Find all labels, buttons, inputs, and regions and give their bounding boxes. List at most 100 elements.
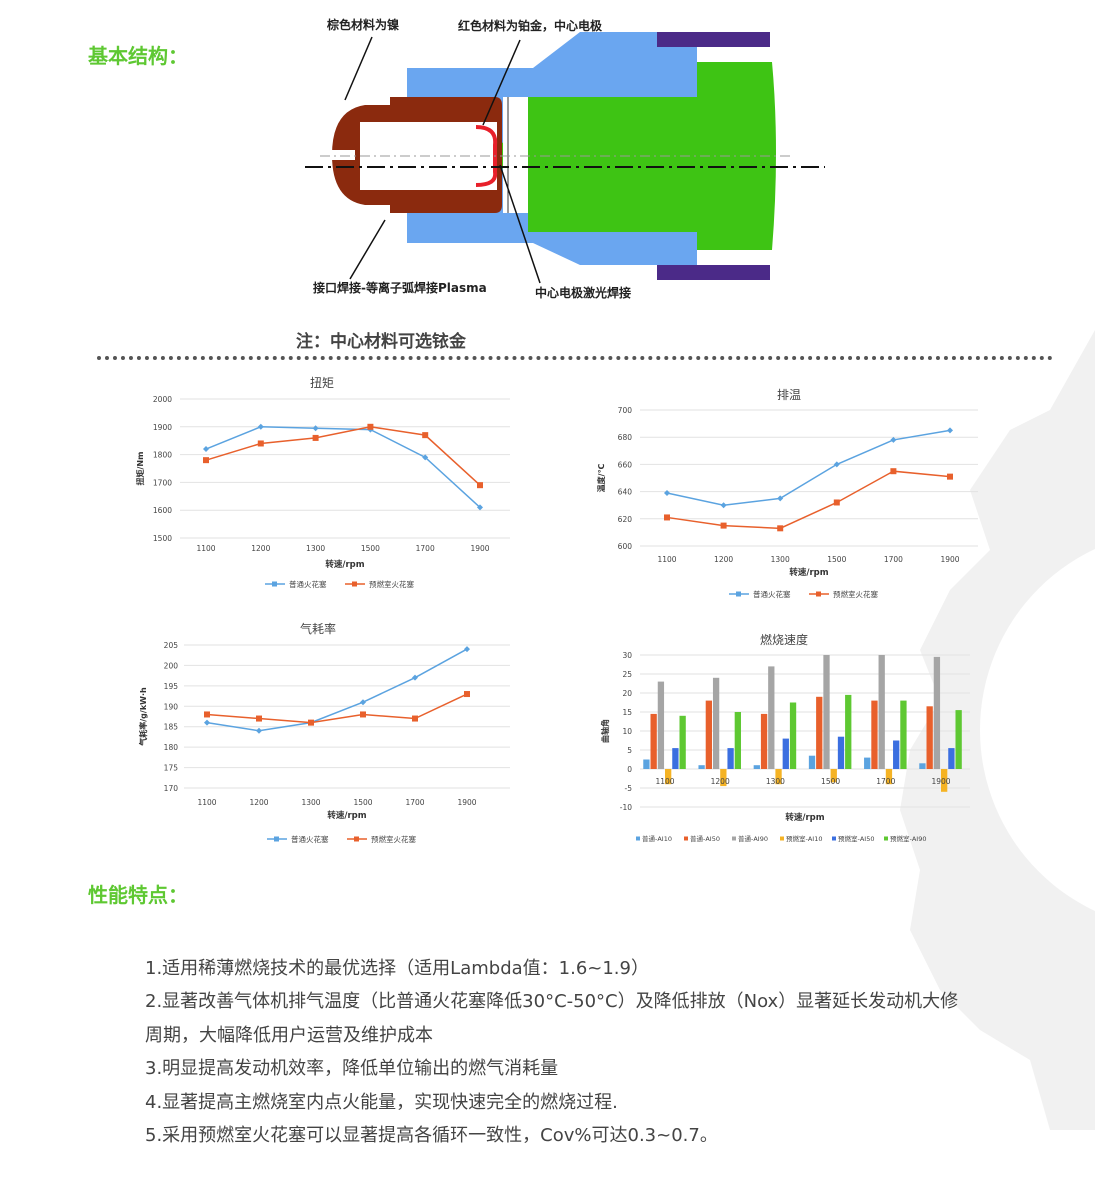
dotted-divider bbox=[97, 356, 1053, 360]
feature-list: 1.适用稀薄燃烧技术的最优选择（适用Lambda值：1.6~1.9） 2.显著改… bbox=[145, 952, 1025, 1152]
series-line bbox=[206, 693, 468, 724]
platinum-electrode bbox=[475, 125, 498, 187]
data-point bbox=[412, 674, 418, 681]
x-tick-label: 1100 bbox=[655, 777, 674, 786]
bar bbox=[650, 713, 657, 769]
legend-swatch bbox=[832, 836, 836, 841]
legend-label: 普通-AI10 bbox=[642, 834, 672, 843]
chart-title: 气耗率 bbox=[300, 621, 336, 636]
legend-label: 预燃室火花塞 bbox=[371, 834, 416, 844]
bar bbox=[760, 713, 768, 769]
y-tick-label: 1800 bbox=[153, 451, 172, 460]
y-tick-label: 200 bbox=[164, 661, 179, 670]
center-core bbox=[500, 62, 776, 250]
y-axis-label: 扭矩/Nm bbox=[135, 452, 145, 486]
spark-plug-diagram: 棕色材料为镍 红色材料为铂金，中心电极 接口焊接-等离子弧焊接Plasma 中心… bbox=[305, 17, 825, 300]
bar bbox=[919, 763, 926, 769]
x-tick-label: 1100 bbox=[197, 798, 216, 807]
legend-marker bbox=[352, 581, 357, 587]
chart-1 bbox=[640, 409, 978, 597]
bar bbox=[782, 738, 789, 769]
bar bbox=[933, 656, 941, 769]
y-tick-label: 30 bbox=[622, 651, 632, 660]
y-tick-label: 700 bbox=[618, 406, 633, 415]
legend-marker bbox=[272, 581, 277, 587]
y-tick-label: 20 bbox=[622, 689, 632, 698]
y-tick-label: 2000 bbox=[153, 395, 172, 404]
x-tick-label: 1300 bbox=[301, 798, 320, 807]
data-point bbox=[204, 711, 210, 718]
terminal-bottom bbox=[657, 265, 770, 280]
y-tick-label: 195 bbox=[164, 682, 179, 691]
data-point bbox=[412, 715, 418, 722]
bar bbox=[672, 748, 679, 769]
y-tick-label: 0 bbox=[627, 765, 632, 774]
data-point bbox=[203, 457, 209, 464]
data-point bbox=[422, 432, 429, 439]
y-tick-label: 10 bbox=[622, 727, 632, 736]
chart-2 bbox=[184, 644, 510, 842]
y-tick-label: 180 bbox=[164, 743, 179, 752]
x-axis-label: 转速/rpm bbox=[325, 559, 364, 570]
bar bbox=[823, 655, 830, 769]
section-title-structure: 基本结构： bbox=[88, 44, 188, 68]
label-laser-weld: 中心电极激光焊接 bbox=[535, 285, 631, 300]
legend-label: 普通火花塞 bbox=[289, 579, 327, 589]
legend-swatch bbox=[636, 836, 640, 841]
data-point bbox=[890, 436, 897, 443]
legend-marker bbox=[274, 836, 279, 842]
data-point bbox=[367, 423, 374, 430]
data-point bbox=[360, 711, 366, 718]
chart-title: 扭矩 bbox=[310, 376, 334, 390]
x-tick-label: 1900 bbox=[457, 798, 476, 807]
bar bbox=[679, 715, 686, 769]
data-point bbox=[312, 425, 319, 432]
data-point bbox=[720, 522, 727, 529]
data-point bbox=[312, 434, 319, 441]
bar bbox=[712, 677, 720, 769]
plug-body bbox=[305, 32, 825, 280]
y-axis-label: 曲轴角 bbox=[600, 719, 610, 743]
y-tick-label: 680 bbox=[618, 433, 633, 442]
data-point bbox=[257, 423, 264, 430]
bar bbox=[830, 769, 837, 783]
legend-marker bbox=[736, 591, 741, 597]
bar bbox=[720, 769, 727, 787]
y-axis-label: 温度/℃ bbox=[596, 463, 606, 492]
legend-swatch bbox=[732, 836, 736, 841]
data-point bbox=[422, 454, 429, 461]
x-tick-label: 1200 bbox=[249, 798, 268, 807]
y-tick-label: 660 bbox=[618, 460, 633, 469]
data-point bbox=[477, 504, 483, 511]
gear-watermark-icon bbox=[900, 330, 1095, 1130]
y-tick-label: -10 bbox=[620, 803, 632, 812]
bar bbox=[948, 748, 955, 769]
series-line bbox=[206, 648, 468, 732]
data-point bbox=[947, 427, 953, 434]
x-axis-label: 转速/rpm bbox=[327, 810, 366, 821]
terminal-top bbox=[657, 32, 770, 47]
bar bbox=[775, 769, 782, 785]
x-tick-label: 1500 bbox=[353, 798, 372, 807]
x-tick-label: 1900 bbox=[470, 544, 489, 553]
legend-label: 普通-AI90 bbox=[738, 834, 768, 843]
x-tick-label: 1300 bbox=[306, 544, 325, 553]
x-tick-label: 1200 bbox=[714, 555, 733, 564]
x-tick-label: 1700 bbox=[416, 544, 435, 553]
x-tick-label: 1500 bbox=[361, 544, 380, 553]
data-point bbox=[204, 719, 210, 726]
bar bbox=[885, 769, 893, 785]
label-platinum: 红色材料为铂金，中心电极 bbox=[458, 18, 603, 33]
legend-label: 预燃室-AI50 bbox=[838, 834, 874, 843]
data-point bbox=[360, 699, 366, 706]
legend-swatch bbox=[780, 836, 784, 841]
data-point bbox=[464, 646, 470, 653]
y-tick-label: 185 bbox=[164, 723, 179, 732]
data-point bbox=[308, 719, 314, 726]
legend-label: 预燃室-AI90 bbox=[890, 834, 926, 843]
data-point bbox=[464, 691, 470, 698]
x-tick-label: 1200 bbox=[251, 544, 270, 553]
bar bbox=[816, 696, 823, 769]
